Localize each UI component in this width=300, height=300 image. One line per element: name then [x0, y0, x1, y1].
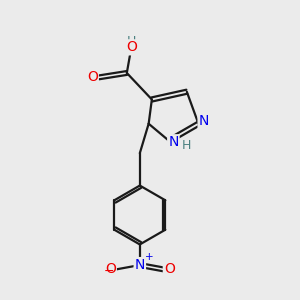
Text: N: N [168, 135, 178, 149]
Text: O: O [126, 40, 137, 54]
Text: O: O [87, 70, 98, 84]
Text: −: − [103, 266, 114, 278]
Text: H: H [182, 139, 192, 152]
Text: N: N [135, 258, 145, 272]
Text: N: N [199, 114, 209, 128]
Text: O: O [164, 262, 175, 277]
Text: O: O [105, 262, 116, 277]
Text: +: + [145, 252, 154, 262]
Text: H: H [127, 35, 136, 48]
